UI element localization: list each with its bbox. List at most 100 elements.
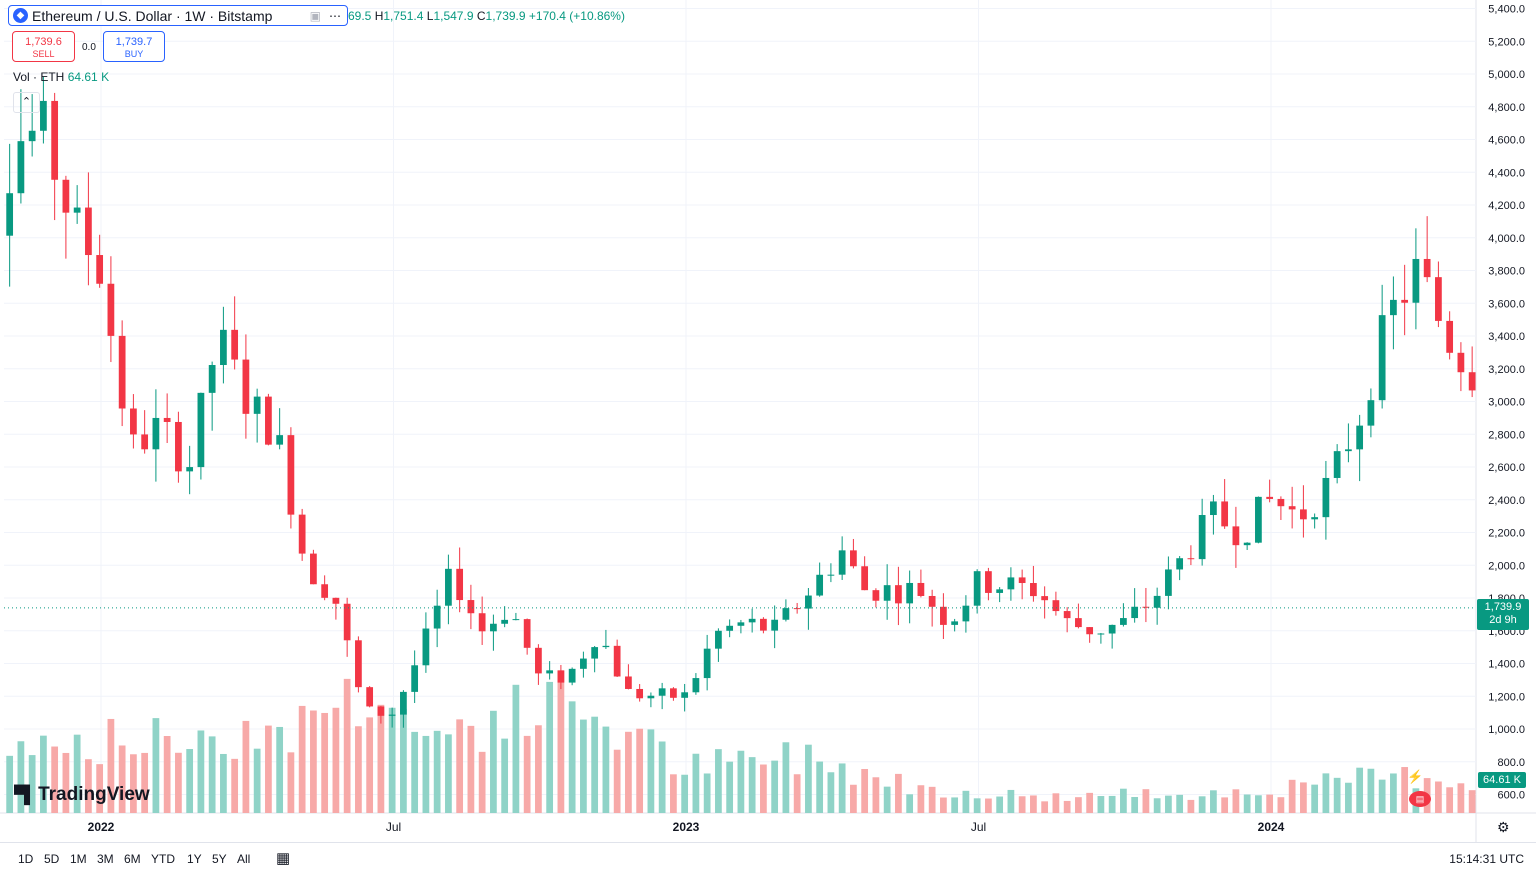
gear-icon[interactable]: ⚙ [1497,819,1510,835]
more-icon[interactable]: ⋯ [329,8,341,23]
candle-body [906,582,914,604]
volume-bar [287,752,295,813]
range-button-ytd[interactable]: YTD [151,852,175,866]
calendar-icon[interactable]: ▦ [276,850,291,867]
range-button-3m[interactable]: 3M [97,852,114,866]
y-tick-label: 2,800.0 [1488,429,1525,441]
candle-body [883,585,891,601]
candle-body [1345,449,1352,452]
volume-bar [141,752,149,813]
volume-bar [1086,792,1094,813]
volume-bar [872,777,880,813]
candle-body [1333,451,1341,478]
candle-body [62,179,70,213]
volume-bar [1446,787,1454,813]
utc-clock[interactable]: 15:14:31 UTC [1449,852,1524,866]
volume-bar [62,752,70,813]
candle-body [118,335,126,409]
candle-body [850,550,857,567]
range-button-1m[interactable]: 1M [70,852,87,866]
candle-body [220,329,227,366]
volume-bar [1142,789,1150,813]
volume-bar [220,753,227,813]
ohlc-change: +170.4 (+10.86%) [528,9,625,23]
volume-bar [1063,800,1071,813]
candle-body [1243,542,1251,546]
candle-body [1255,496,1262,543]
candle-body [231,329,239,360]
volume-bar [366,717,374,813]
volume-bar [658,741,666,813]
volume-legend[interactable]: Vol · ETH 64.61 K [13,70,109,84]
volume-bar [703,773,711,813]
bar-countdown: 2d 9h [1489,614,1517,626]
volume-bar [107,718,115,813]
candle-body [928,595,936,607]
range-button-6m[interactable]: 6M [124,852,141,866]
us-flag-icon[interactable]: ▤ [1409,791,1431,807]
volume-bar [1435,781,1442,813]
candle-body [1457,352,1465,373]
volume-bar [1041,801,1049,813]
range-button-all[interactable]: All [237,852,251,866]
candle-body [298,514,306,554]
candle-body [433,605,441,629]
volume-bar [118,745,126,813]
lightning-icon[interactable]: ⚡ [1407,769,1424,784]
volume-bar [1300,782,1307,813]
range-button-1y[interactable]: 1Y [187,852,202,866]
y-tick-label: 2,400.0 [1488,495,1525,507]
volume-bar [827,772,835,813]
sell-button[interactable]: 1,739.6 SELL [12,31,75,62]
candle-body [670,688,677,698]
volume-bar [1390,773,1397,813]
volume-bar [940,797,947,813]
candle-body [28,130,36,142]
ohlc-low: 1,547.9 [433,9,474,23]
range-button-1d[interactable]: 1D [18,852,34,866]
y-tick-label: 3,600.0 [1488,298,1525,310]
time-axis[interactable]: 2022Jul2023Jul2024Jul2025Jul2026Jul [88,820,1536,834]
y-tick-label: 5,200.0 [1488,36,1525,48]
candle-body [1311,517,1319,520]
candle-body [1142,606,1150,608]
tradingview-logo-icon: ▀▌ [14,785,36,804]
volume-bar [1176,794,1184,813]
candle-body [1075,618,1082,628]
chevron-up-icon[interactable]: ⌃ [13,92,40,113]
candle-body [872,590,880,601]
candle-body [40,100,47,131]
y-tick-label: 2,000.0 [1488,560,1525,572]
volume-bar [298,705,306,813]
candle-body [1030,583,1037,597]
candle-body [501,619,509,624]
candle-body [1187,558,1195,560]
candle-body [490,623,497,632]
price-axis[interactable]: 600.0800.01,000.01,200.01,400.01,600.01,… [1488,4,1525,802]
buy-button[interactable]: 1,739.7 BUY [103,31,165,62]
candle-body [130,408,137,435]
symbol-title[interactable]: ◆ Ethereum / U.S. Dollar · 1W · Bitstamp… [8,5,348,26]
candle-body [456,568,464,601]
ohlc-legend: 69.5 H1,751.4 L1,547.9 C1,739.9 +170.4 (… [348,9,625,23]
compare-icon[interactable]: ▣ [309,8,321,23]
y-tick-label: 3,200.0 [1488,364,1525,376]
candle-body [1052,600,1060,612]
volume-bar [962,790,970,813]
candle-body [388,714,396,716]
volume-bar [1075,797,1082,813]
volume-bar [647,729,655,813]
volume-bar [253,748,261,813]
volume-bar [906,794,914,813]
candle-body [1097,633,1105,635]
ohlc-open: 69.5 [348,9,372,23]
volume-bar [501,738,509,813]
range-button-5y[interactable]: 5Y [212,852,227,866]
y-tick-label: 3,800.0 [1488,266,1525,278]
range-button-5d[interactable]: 5D [44,852,60,866]
candle-body [816,574,824,596]
candle-body [805,595,812,609]
candle-body [175,421,182,472]
volume-bar [591,716,599,813]
